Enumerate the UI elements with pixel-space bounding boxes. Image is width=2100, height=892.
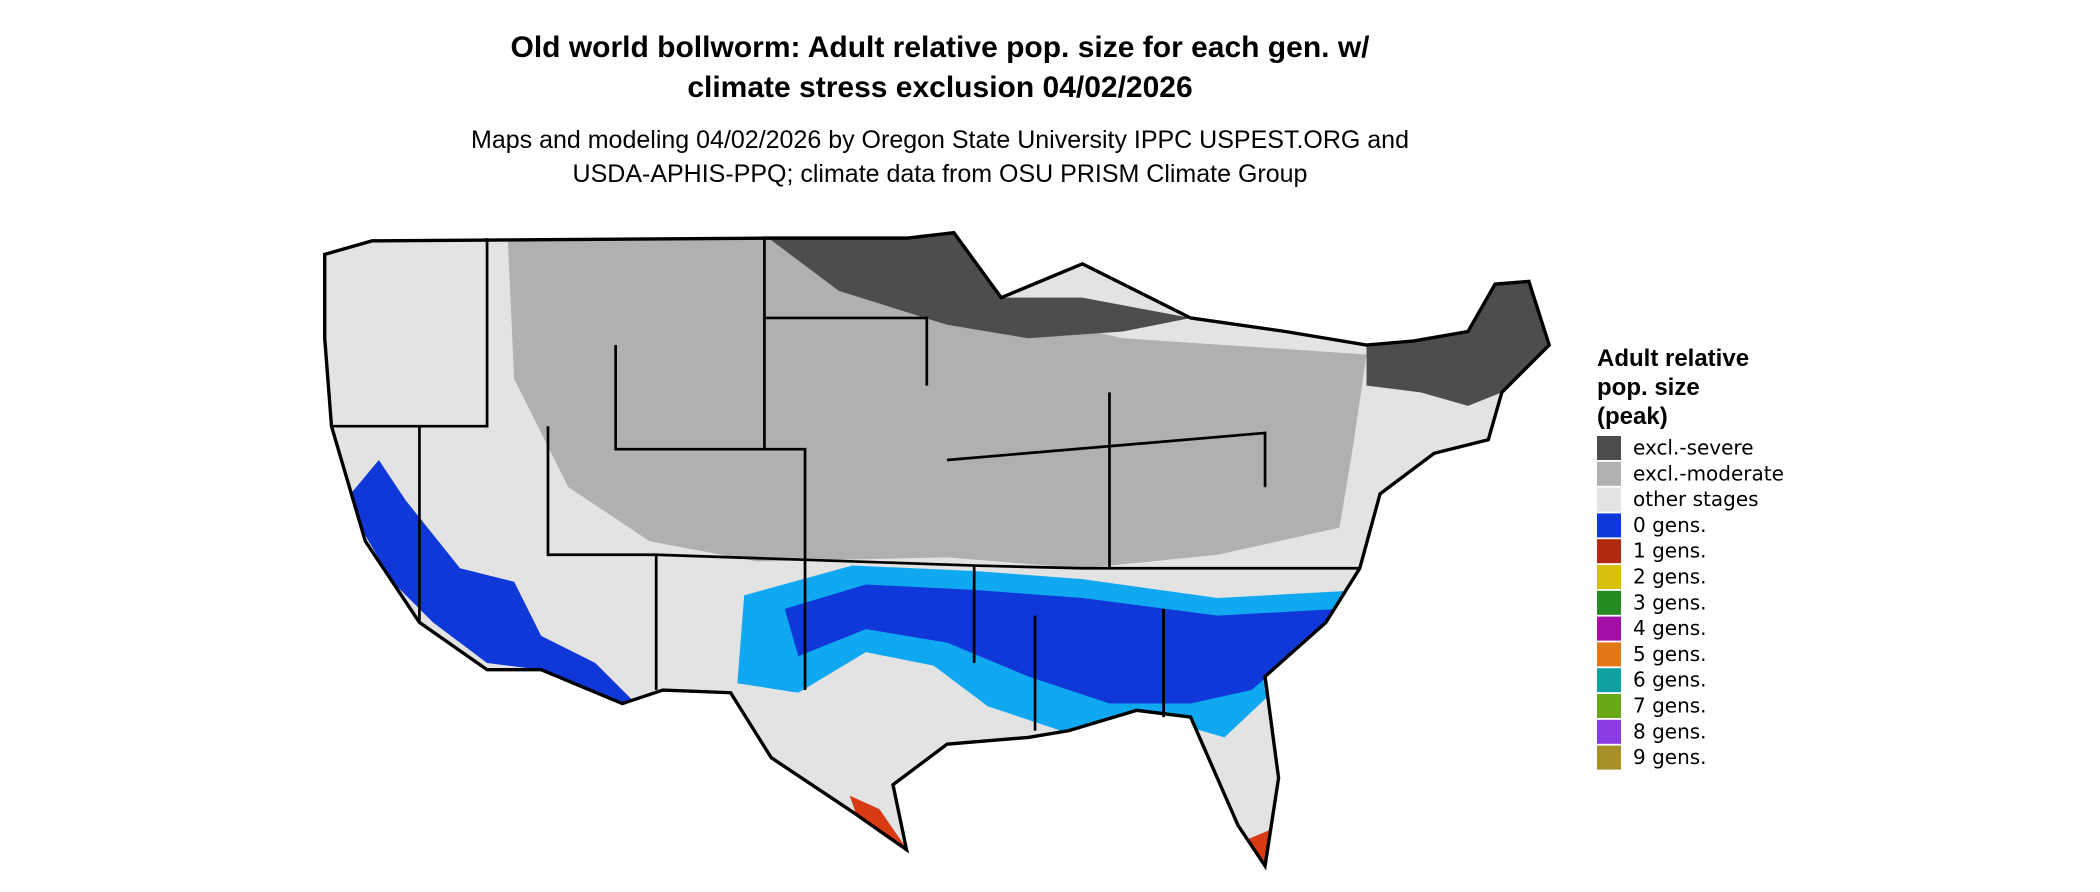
state-line bbox=[656, 553, 1360, 570]
subtitle-line: USDA-APHIS-PPQ; climate data from OSU PR… bbox=[573, 160, 1308, 188]
state-line bbox=[946, 431, 1267, 488]
legend-label: excl.-severe bbox=[1633, 436, 1754, 460]
legend-title: pop. size bbox=[1597, 374, 1700, 401]
zone-0-gens bbox=[784, 584, 1340, 704]
legend-label: excl.-moderate bbox=[1633, 461, 1784, 485]
legend-label: 8 gens. bbox=[1633, 719, 1707, 743]
zone-moderate bbox=[507, 232, 1367, 569]
legend-label: 2 gens. bbox=[1633, 565, 1707, 589]
legend-swatch bbox=[1597, 436, 1621, 460]
legend-label: 7 gens. bbox=[1633, 694, 1707, 718]
legend-label: 5 gens. bbox=[1633, 642, 1707, 666]
legend-title: (peak) bbox=[1597, 403, 1668, 430]
legend-swatch bbox=[1597, 513, 1621, 538]
legend-label: 1 gens. bbox=[1633, 539, 1707, 563]
legend-swatch bbox=[1597, 539, 1621, 564]
subtitle-line: Maps and modeling 04/02/2026 by Oregon S… bbox=[471, 126, 1409, 154]
title-line: climate stress exclusion 04/02/2026 bbox=[687, 71, 1192, 104]
title-line: Old world bollworm: Adult relative pop. … bbox=[511, 31, 1371, 64]
zone-severe bbox=[757, 232, 1191, 339]
outline bbox=[323, 230, 1552, 871]
state-line bbox=[546, 426, 658, 691]
legend-label: other stages bbox=[1633, 487, 1759, 511]
legend-label: 3 gens. bbox=[1633, 590, 1707, 614]
legend-swatch bbox=[1597, 719, 1621, 744]
zone-0-gens bbox=[345, 460, 636, 704]
zones bbox=[345, 232, 1550, 866]
legend-label: 4 gens. bbox=[1633, 616, 1707, 640]
legend-swatch bbox=[1597, 642, 1621, 667]
legend-swatch bbox=[1597, 745, 1621, 770]
state-line bbox=[764, 316, 929, 386]
legend-swatch bbox=[1597, 590, 1621, 615]
legend-title: Adult relative bbox=[1597, 345, 1749, 372]
legend-swatch bbox=[1597, 694, 1621, 718]
legend-label: 6 gens. bbox=[1633, 668, 1707, 692]
legend-swatch bbox=[1597, 616, 1621, 641]
legend-label: 0 gens. bbox=[1633, 513, 1707, 537]
legend-swatch bbox=[1597, 565, 1621, 589]
legend-label: 9 gens. bbox=[1633, 745, 1707, 769]
state-lines bbox=[331, 238, 1360, 731]
map bbox=[323, 230, 1552, 871]
legend-swatch bbox=[1597, 668, 1621, 693]
legend: Adult relative pop. size (peak) excl.-se… bbox=[1597, 345, 1784, 770]
state-line bbox=[614, 345, 807, 691]
legend-swatch bbox=[1597, 487, 1621, 512]
legend-swatch bbox=[1597, 461, 1621, 486]
state-line bbox=[331, 238, 489, 428]
zone-severe bbox=[1366, 281, 1550, 406]
zone-hot bbox=[849, 795, 910, 853]
